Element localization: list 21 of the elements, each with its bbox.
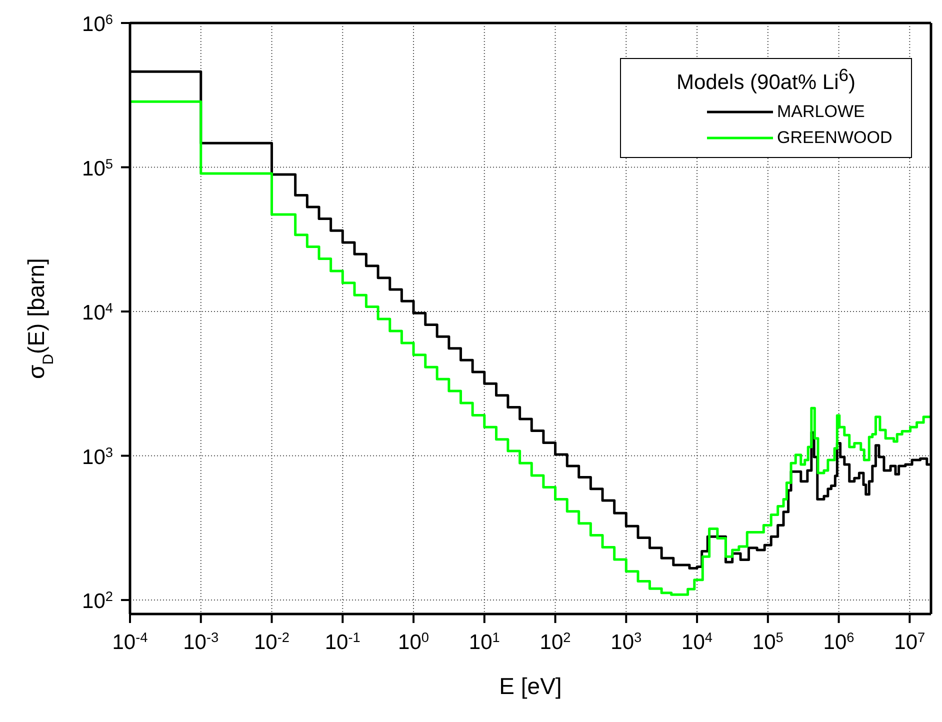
x-tick-label: 10$^{7}$ <box>894 630 926 654</box>
y-tick-label: 10$^{3}$ <box>82 444 113 469</box>
y-tick-label: 10$^{2}$ <box>82 588 113 614</box>
x-tick-label: 10$^{1}$ <box>468 630 500 654</box>
y-tick-label: 10$^{6}$ <box>82 12 113 36</box>
x-tick-label: 10$^{-1}$ <box>324 630 360 654</box>
x-tick-label: 10$^{4}$ <box>682 630 713 654</box>
x-tick-label: 10$^{0}$ <box>398 630 430 654</box>
x-tick-label: 10$^{-4}$ <box>112 630 148 654</box>
y-tick-label: 10$^{4}$ <box>82 300 114 325</box>
legend-label: GREENWOOD <box>777 127 892 149</box>
y-tick-label: 10$^{5}$ <box>82 156 114 180</box>
x-tick-label: 10$^{6}$ <box>823 630 854 654</box>
x-tick-label: 10$^{-2}$ <box>254 630 290 654</box>
x-tick-label: 10$^{2}$ <box>540 630 571 654</box>
x-tick-label: 10$^{3}$ <box>610 630 642 654</box>
x-tick-label: 10$^{-3}$ <box>183 630 219 654</box>
x-tick-label: 10$^{5}$ <box>752 630 784 654</box>
legend-label: MARLOWE <box>777 101 866 123</box>
legend-title: Models (90at% Li$^{6}$) <box>676 65 856 94</box>
x-axis-title: E [eV] <box>499 673 562 699</box>
